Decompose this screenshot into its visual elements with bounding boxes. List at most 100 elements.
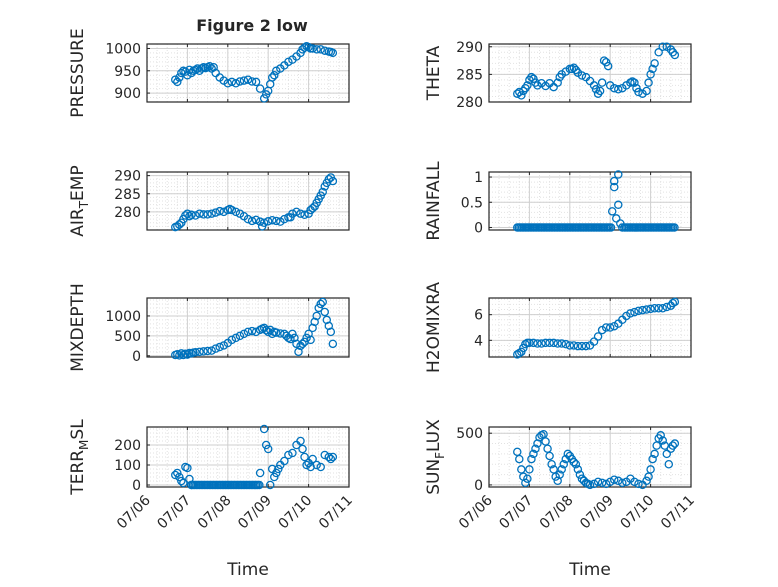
- subplot-5: 0 500 1000 MIXDEPTH: [68, 283, 350, 372]
- data-point: [173, 468, 182, 478]
- data-point: [591, 85, 601, 94]
- data-point: [191, 211, 200, 220]
- data-point: [227, 205, 237, 215]
- data-point: [181, 211, 190, 220]
- y-tick-label: 0: [132, 349, 141, 365]
- subplot-6: 4 6 H2OMIXRA: [424, 282, 692, 373]
- y-tick-label: 1000: [105, 41, 141, 57]
- y-axis-label: RAINFALL: [424, 161, 444, 241]
- x-axis-label: Time: [226, 560, 269, 580]
- data-point: [638, 305, 647, 315]
- data-point: [664, 459, 674, 469]
- data-point: [577, 71, 587, 80]
- data-point: [215, 206, 224, 216]
- data-point: [630, 477, 639, 487]
- data-point: [243, 327, 253, 337]
- data-point: [559, 459, 568, 469]
- data-point: [545, 338, 554, 348]
- data-point: [646, 70, 655, 79]
- data-point: [183, 70, 192, 80]
- data-point: [195, 347, 204, 357]
- data-point: [302, 460, 311, 470]
- data-point: [215, 342, 224, 352]
- data-point: [553, 78, 562, 87]
- data-point: [326, 454, 336, 464]
- data-point: [298, 444, 307, 454]
- data-point: [185, 211, 194, 221]
- data-point: [261, 440, 271, 450]
- data-point: [191, 347, 200, 357]
- data-point: [175, 73, 184, 82]
- data-point: [614, 200, 623, 210]
- data-point: [648, 64, 657, 74]
- data-point: [177, 349, 186, 358]
- data-point: [300, 43, 309, 52]
- data-point: [328, 452, 338, 462]
- data-point: [227, 77, 237, 87]
- y-tick-label: 0.5: [461, 195, 483, 211]
- data-point: [569, 457, 579, 467]
- data-point: [589, 479, 599, 489]
- data-point: [561, 339, 571, 349]
- data-point: [292, 339, 301, 349]
- data-point: [263, 327, 273, 337]
- data-point: [171, 470, 180, 480]
- data-point: [670, 439, 680, 448]
- data-point: [318, 297, 327, 307]
- data-point: [173, 77, 182, 87]
- data-point: [183, 463, 192, 473]
- data-point: [569, 341, 579, 350]
- data-point: [642, 86, 651, 96]
- data-point: [658, 42, 667, 52]
- data-point: [581, 341, 591, 351]
- data-point: [191, 65, 200, 75]
- data-point: [614, 170, 623, 179]
- data-point: [320, 46, 330, 55]
- data-point: [272, 216, 281, 226]
- data-point: [616, 219, 625, 228]
- y-label-part: AIR: [68, 208, 88, 237]
- subplot-4: 0 0.5 1 RAINFALL: [424, 161, 692, 241]
- data-point: [644, 78, 653, 87]
- data-point: [626, 309, 635, 318]
- data-point: [231, 79, 241, 88]
- data-point: [288, 209, 297, 218]
- data-point: [255, 468, 265, 478]
- data-point: [662, 302, 672, 312]
- y-tick-label: 900: [114, 86, 141, 102]
- data-point: [521, 478, 530, 488]
- subplot-3: 280 285 290 AIRTEMP: [68, 165, 350, 237]
- data-point: [642, 476, 651, 486]
- data-point: [205, 62, 214, 71]
- y-label-part: TERR: [68, 450, 88, 496]
- y-label-part: LUX: [424, 419, 444, 452]
- data-point: [175, 351, 184, 360]
- data-point: [549, 338, 558, 348]
- data-point: [243, 214, 253, 224]
- y-axis-label: THETA: [424, 45, 444, 101]
- data-point: [312, 460, 321, 470]
- data-point: [320, 307, 330, 317]
- data-point: [187, 480, 196, 490]
- data-point: [545, 451, 554, 461]
- data-point: [531, 444, 540, 453]
- data-point: [650, 449, 659, 459]
- data-point: [670, 297, 680, 307]
- data-point: [270, 472, 279, 482]
- data-point: [251, 215, 261, 225]
- data-point: [267, 329, 277, 339]
- y-axis-label: AIRTEMP: [68, 165, 91, 236]
- data-point: [612, 214, 621, 223]
- data-point: [199, 347, 208, 356]
- data-point: [255, 480, 264, 490]
- data-point: [630, 78, 639, 87]
- data-point: [290, 333, 299, 343]
- data-point: [302, 333, 311, 343]
- data-point: [316, 462, 325, 472]
- data-point: [259, 424, 269, 434]
- data-point: [203, 346, 212, 356]
- data-point: [255, 84, 265, 93]
- data-point: [614, 85, 623, 94]
- y-tick-label: 280: [114, 205, 141, 221]
- data-point: [668, 298, 678, 308]
